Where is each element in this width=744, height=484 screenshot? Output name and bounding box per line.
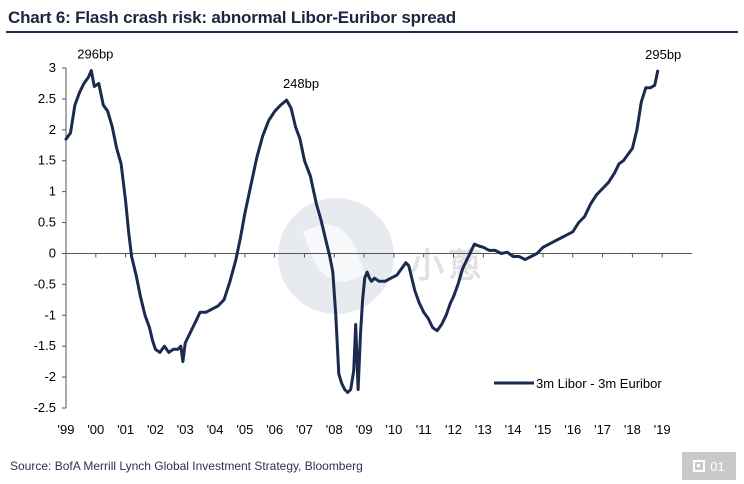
x-tick-label: '08 — [326, 422, 343, 437]
x-tick-label: '13 — [475, 422, 492, 437]
x-tick-label: '12 — [445, 422, 462, 437]
y-tick-label: -1 — [44, 307, 56, 322]
source-note: Source: BofA Merrill Lynch Global Invest… — [10, 459, 363, 473]
x-tick-label: '04 — [207, 422, 224, 437]
y-tick-label: -0.5 — [34, 276, 56, 291]
x-tick-label: '02 — [147, 422, 164, 437]
series-line — [64, 69, 660, 394]
x-tick-label: '15 — [534, 422, 551, 437]
x-tick-label: '11 — [416, 422, 432, 437]
x-tick-label: '19 — [654, 422, 671, 437]
x-tick-label: '16 — [564, 422, 581, 437]
x-tick-label: '99 — [58, 422, 75, 437]
x-tick-label: '10 — [385, 422, 402, 437]
y-tick-label: 1.5 — [38, 153, 56, 168]
chart-title: Chart 6: Flash crash risk: abnormal Libo… — [8, 8, 456, 27]
y-tick-label: -1.5 — [34, 338, 56, 353]
x-tick-label: '00 — [87, 422, 104, 437]
y-tick-label: -2.5 — [34, 400, 56, 415]
x-tick-label: '06 — [266, 422, 283, 437]
peak-annotation: 248bp — [283, 76, 319, 91]
peak-annotation: 296bp — [77, 46, 113, 61]
title-rule — [6, 31, 738, 33]
x-tick-label: '05 — [236, 422, 253, 437]
y-tick-label: 1 — [49, 184, 56, 199]
y-tick-label: 2 — [49, 122, 56, 137]
y-tick-label: -2 — [44, 369, 56, 384]
y-tick-label: 0.5 — [38, 215, 56, 230]
page-badge[interactable]: 01 — [682, 452, 736, 480]
image-icon — [693, 460, 706, 472]
x-tick-label: '18 — [624, 422, 641, 437]
x-tick-label: '17 — [594, 422, 611, 437]
legend-label: 3m Libor - 3m Euribor — [536, 376, 662, 391]
page-badge-label: 01 — [710, 458, 725, 474]
x-tick-label: '14 — [505, 422, 522, 437]
line-chart: -2.5 -2 -1.5 -1 -0.5 0 0.5 1 1.5 2 2.5 3 '99 '00 '01 '0… — [34, 46, 692, 437]
x-tick-label: '01 — [117, 422, 134, 437]
y-tick-label: 3 — [49, 60, 56, 75]
peak-annotation: 295bp — [645, 47, 681, 62]
y-tick-label: 0 — [49, 245, 56, 260]
x-tick-label: '07 — [296, 422, 313, 437]
x-tick-label: '09 — [356, 422, 373, 437]
x-tick-label: '03 — [177, 422, 194, 437]
y-tick-label: 2.5 — [38, 91, 56, 106]
